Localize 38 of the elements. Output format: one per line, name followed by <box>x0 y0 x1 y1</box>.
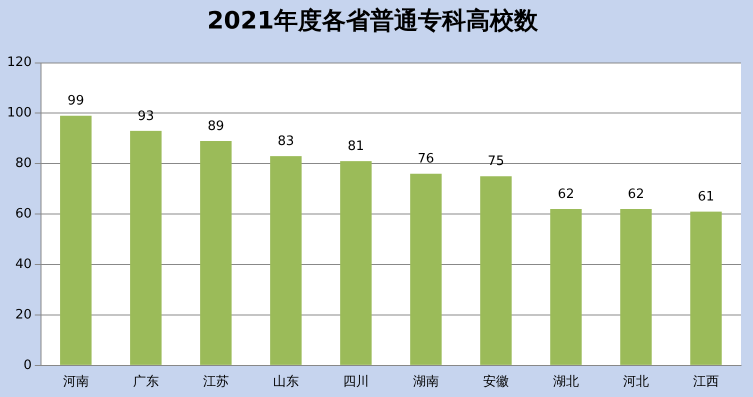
x-tick-label: 江苏 <box>202 374 229 390</box>
x-tick-label: 安徽 <box>482 374 509 390</box>
x-tick-label: 山东 <box>272 374 299 390</box>
y-tick-label: 120 <box>6 55 32 70</box>
x-tick-label: 江西 <box>692 374 719 390</box>
data-label: 99 <box>68 94 84 109</box>
x-tick-label: 广东 <box>132 374 159 390</box>
data-label: 89 <box>208 118 224 134</box>
x-tick-label: 四川 <box>342 374 369 390</box>
y-tick-label: 20 <box>15 307 32 322</box>
bar <box>130 130 162 365</box>
bar <box>60 116 92 365</box>
bar <box>200 140 232 365</box>
data-label: 75 <box>488 154 504 170</box>
bar <box>410 174 442 365</box>
chart-title: 2021年度各省普通专科高校数 <box>207 6 539 35</box>
y-tick-label: 0 <box>24 358 32 373</box>
y-tick-label: 40 <box>15 256 32 272</box>
y-tick-label: 80 <box>15 156 32 172</box>
x-tick-label: 湖南 <box>412 374 439 390</box>
bar <box>340 161 372 365</box>
bar <box>480 176 512 365</box>
bar <box>690 212 722 365</box>
data-label: 83 <box>278 134 294 149</box>
data-label: 93 <box>138 108 154 124</box>
x-tick-label: 湖北 <box>552 374 579 390</box>
bar <box>620 209 652 365</box>
x-tick-label: 河北 <box>622 374 649 390</box>
data-label: 62 <box>558 186 574 202</box>
data-label: 61 <box>698 189 714 204</box>
data-label: 81 <box>348 139 364 154</box>
data-label: 62 <box>628 186 644 202</box>
bar <box>270 156 302 365</box>
x-tick-label: 河南 <box>62 374 89 390</box>
y-tick-label: 100 <box>6 106 32 121</box>
y-tick-label: 60 <box>15 206 32 222</box>
data-label: 76 <box>418 152 434 167</box>
bar <box>550 209 582 365</box>
